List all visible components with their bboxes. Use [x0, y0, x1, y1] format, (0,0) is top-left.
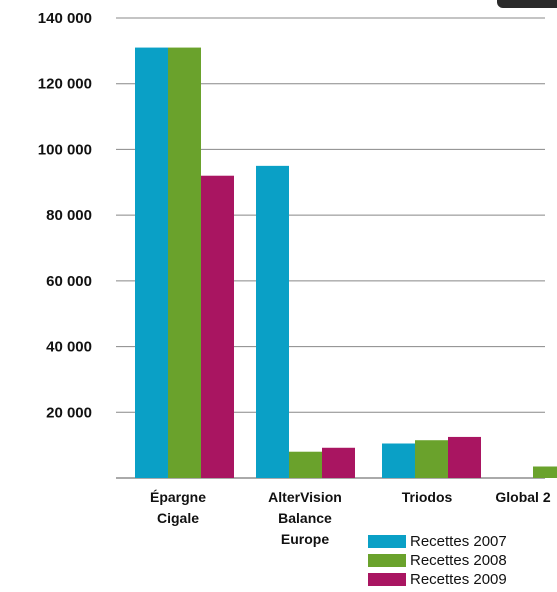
y-tick-label: 140 000 [38, 10, 92, 27]
top-right-decoration [497, 0, 557, 8]
bar-series-0-category-2 [382, 443, 415, 478]
y-tick-label: 20 000 [46, 404, 92, 421]
bar-series-2-category-2 [448, 436, 481, 478]
legend-item-2007: Recettes 2007 [368, 532, 507, 551]
x-category-label: AlterVision Balance Europe [268, 489, 342, 547]
x-category-label: Épargne Cigale [150, 489, 206, 526]
bar-series-1-category-3 [533, 466, 557, 478]
legend-swatch-2007 [368, 535, 406, 548]
bar-series-2-category-0 [201, 175, 234, 478]
y-tick-label: 40 000 [46, 339, 92, 356]
bar-series-0-category-1 [256, 165, 289, 478]
bar-series-1-category-2 [415, 440, 448, 478]
y-tick-label: 80 000 [46, 207, 92, 224]
bars [135, 47, 557, 478]
y-axis-ticks: 20 000 40 000 60 000 80 000 100 000 120 000 14… [38, 10, 92, 421]
legend-swatch-2008 [368, 554, 406, 567]
bar-series-0-category-0 [135, 47, 168, 478]
legend: Recettes 2007 Recettes 2008 Recettes 200… [368, 532, 507, 589]
bar-series-2-category-1 [322, 447, 355, 478]
legend-label-2008: Recettes 2008 [410, 552, 507, 569]
x-category-label: Triodos [402, 489, 453, 505]
legend-item-2009: Recettes 2009 [368, 570, 507, 589]
bar-series-1-category-1 [289, 451, 322, 478]
bar-series-1-category-0 [168, 47, 201, 478]
x-axis-labels: Épargne Cigale AlterVision Balance Europe Tri… [150, 489, 551, 547]
y-tick-label: 60 000 [46, 273, 92, 290]
legend-label-2007: Recettes 2007 [410, 533, 507, 550]
x-category-label: Global 2 [495, 489, 550, 505]
legend-label-2009: Recettes 2009 [410, 571, 507, 588]
legend-item-2008: Recettes 2008 [368, 551, 507, 570]
y-tick-label: 120 000 [38, 76, 92, 93]
y-tick-label: 100 000 [38, 141, 92, 158]
legend-swatch-2009 [368, 573, 406, 586]
